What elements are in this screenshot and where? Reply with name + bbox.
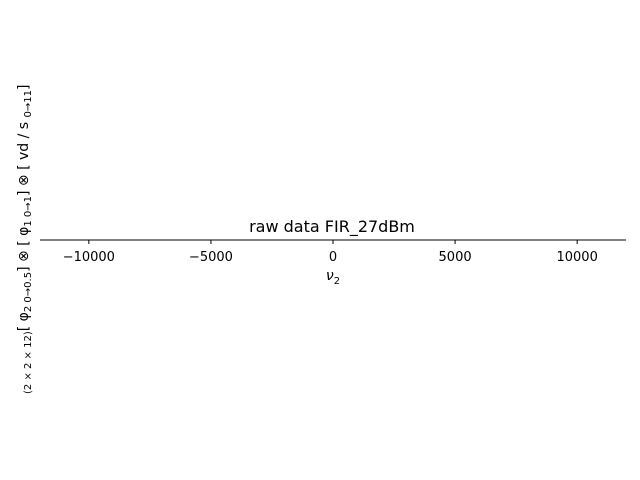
x-tick-label: 5000 (439, 250, 472, 265)
y-axis-label-part: ] ⊗ [ φ (16, 227, 32, 272)
svg-text:(2 × 2 × 12)[ φ2 0→0.5] ⊗ [ φ1: (2 × 2 × 12)[ φ2 0→0.5] ⊗ [ φ1 0→1] ⊗ [ … (16, 85, 34, 394)
y-axis-label-part: 0→11 (23, 90, 34, 117)
x-axis-label-base: ν (326, 268, 334, 284)
x-tick-label: 0 (329, 250, 337, 265)
x-axis-label-sub: 2 (334, 276, 340, 287)
y-axis-label-part: [ φ (16, 312, 32, 331)
x-axis-label: ν2 (326, 268, 340, 287)
x-tick-label: −10000 (63, 250, 115, 265)
y-axis-label-part: (2 × 2 × 12) (23, 331, 34, 394)
x-tick-label: −5000 (189, 250, 233, 265)
y-axis-label-part: 2 0→0.5 (23, 272, 34, 312)
y-axis-label-part: ] ⊗ [ vd / s (16, 117, 32, 196)
y-axis-label: (2 × 2 × 12)[ φ2 0→0.5] ⊗ [ φ1 0→1] ⊗ [ … (16, 85, 34, 394)
y-axis-label-part: 1 0→1 (23, 196, 34, 227)
chart-title: raw data FIR_27dBm (249, 217, 415, 237)
x-tick-label: 10000 (556, 250, 597, 265)
y-axis-label-part: ] (16, 85, 32, 90)
x-ticks: −10000 −5000 0 5000 10000 (63, 240, 598, 265)
